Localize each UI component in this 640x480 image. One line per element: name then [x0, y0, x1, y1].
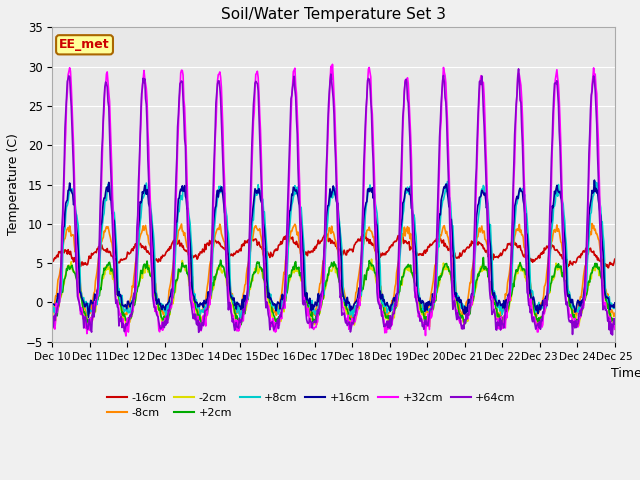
Line: -16cm: -16cm — [52, 233, 615, 268]
+64cm — [611, 321, 619, 327]
-2cm — [204, 309, 211, 314]
+2cm — [173, 276, 181, 281]
Line: -8cm: -8cm — [52, 224, 615, 318]
-8cm — [403, 228, 411, 234]
+16cm — [419, 299, 427, 304]
-8cm — [347, 315, 355, 321]
Legend: -16cm, -8cm, -2cm, +2cm, +8cm, +16cm, +32cm, +64cm: -16cm, -8cm, -2cm, +2cm, +8cm, +16cm, +3… — [102, 388, 520, 423]
+16cm — [591, 177, 598, 183]
Line: +8cm: +8cm — [52, 181, 615, 318]
Line: -2cm: -2cm — [52, 259, 615, 328]
+64cm — [116, 318, 124, 324]
-2cm — [59, 287, 67, 293]
+64cm — [609, 332, 616, 338]
+32cm — [420, 324, 428, 330]
+2cm — [116, 302, 124, 308]
+8cm — [59, 254, 67, 260]
-8cm — [116, 300, 124, 306]
Line: +16cm: +16cm — [52, 180, 615, 317]
+64cm — [49, 325, 56, 331]
-16cm — [403, 240, 411, 246]
+32cm — [59, 227, 67, 232]
-16cm — [59, 248, 67, 254]
+64cm — [419, 324, 426, 329]
+2cm — [536, 324, 543, 330]
+32cm — [122, 333, 130, 339]
+16cm — [204, 289, 212, 295]
-2cm — [368, 256, 376, 262]
-16cm — [116, 257, 124, 263]
+8cm — [444, 179, 451, 184]
+2cm — [204, 311, 211, 317]
+8cm — [116, 300, 124, 305]
+16cm — [49, 301, 56, 307]
+32cm — [204, 300, 212, 306]
+2cm — [49, 315, 56, 321]
-2cm — [611, 322, 619, 328]
-2cm — [49, 325, 56, 331]
+16cm — [84, 314, 92, 320]
+8cm — [173, 216, 181, 222]
-8cm — [49, 313, 56, 319]
Title: Soil/Water Temperature Set 3: Soil/Water Temperature Set 3 — [221, 7, 446, 22]
+32cm — [116, 311, 124, 316]
+64cm — [515, 66, 522, 72]
X-axis label: Time: Time — [611, 367, 640, 380]
+2cm — [402, 265, 410, 271]
Line: +32cm: +32cm — [52, 64, 615, 336]
+32cm — [49, 324, 56, 329]
Y-axis label: Temperature (C): Temperature (C) — [7, 133, 20, 236]
+16cm — [403, 186, 411, 192]
+8cm — [611, 304, 619, 310]
-8cm — [204, 284, 211, 289]
+32cm — [328, 61, 336, 67]
-8cm — [173, 235, 181, 241]
-16cm — [611, 256, 619, 262]
+2cm — [479, 254, 487, 260]
+8cm — [236, 315, 244, 321]
-16cm — [323, 230, 330, 236]
+2cm — [59, 289, 67, 295]
Line: +2cm: +2cm — [52, 257, 615, 327]
+64cm — [204, 306, 211, 312]
-2cm — [116, 301, 124, 307]
-2cm — [403, 266, 411, 272]
-8cm — [611, 311, 619, 316]
-16cm — [173, 241, 181, 247]
Line: +64cm: +64cm — [52, 69, 615, 335]
+32cm — [404, 75, 412, 81]
-8cm — [419, 312, 427, 317]
+2cm — [611, 318, 619, 324]
+64cm — [173, 124, 181, 130]
-16cm — [49, 256, 56, 262]
Text: EE_met: EE_met — [60, 38, 110, 51]
+64cm — [59, 211, 67, 217]
+16cm — [118, 295, 125, 301]
+8cm — [204, 301, 211, 307]
+16cm — [611, 300, 619, 306]
-16cm — [605, 265, 612, 271]
-8cm — [588, 221, 596, 227]
+64cm — [402, 76, 410, 82]
+2cm — [419, 306, 426, 312]
+8cm — [403, 190, 411, 196]
-16cm — [204, 240, 211, 246]
-16cm — [419, 252, 427, 258]
+16cm — [59, 238, 67, 243]
+16cm — [175, 196, 182, 202]
+32cm — [611, 326, 619, 332]
+32cm — [175, 123, 182, 129]
+8cm — [419, 307, 427, 313]
-8cm — [59, 249, 67, 255]
+8cm — [49, 301, 56, 307]
-2cm — [173, 276, 181, 281]
-2cm — [419, 308, 427, 314]
